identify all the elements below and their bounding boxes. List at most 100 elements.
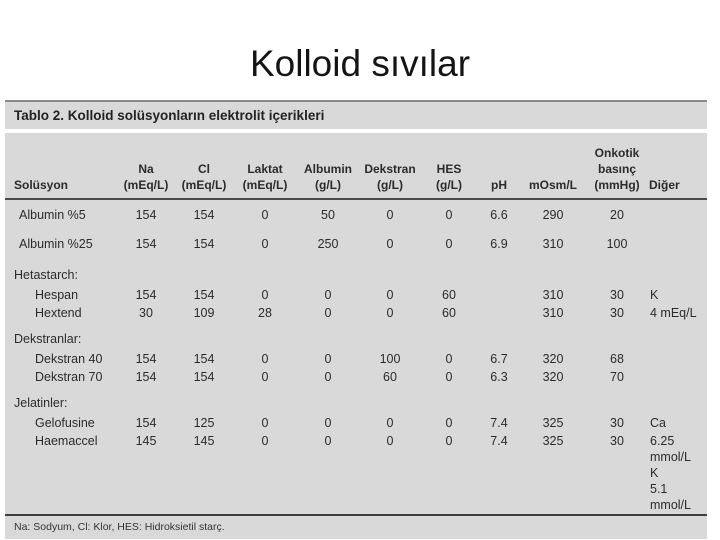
cell-value: 100 bbox=[379, 352, 401, 366]
cell-value: 154 bbox=[135, 288, 157, 302]
cell-value: 154 bbox=[135, 370, 157, 384]
cell-value bbox=[477, 304, 521, 322]
cell-value bbox=[649, 368, 707, 386]
cell-value: 250 bbox=[317, 237, 339, 251]
section-label: Dekstranlar: bbox=[14, 332, 82, 346]
column-header-line: Solüsyon bbox=[14, 178, 69, 192]
section-row: Dekstranlar: bbox=[5, 322, 707, 350]
cell-value: 0 bbox=[324, 306, 332, 320]
column-header-line: mOsm/L bbox=[528, 178, 577, 192]
cell-value: 70 bbox=[610, 370, 624, 384]
cell-value: 6.25 mmol/L K 5.1 mmol/L bbox=[650, 434, 691, 512]
cell-value: 0 bbox=[261, 416, 269, 430]
cell-value: 310 bbox=[542, 306, 564, 320]
solution-name: Albumin %25 bbox=[19, 237, 93, 251]
column-header-line: (g/L) bbox=[436, 178, 462, 192]
table-row: Dekstran 40 154 154 0 0 100 0 6.7 320 68 bbox=[5, 350, 707, 368]
cell-value: 154 bbox=[135, 237, 157, 251]
solution-name: Dekstran 70 bbox=[35, 370, 103, 384]
table-row: Hextend 30 109 28 0 0 60 310 30 4 mEq/L bbox=[5, 304, 707, 322]
cell-value: 0 bbox=[386, 237, 394, 251]
solution-name: Albumin %5 bbox=[19, 208, 86, 222]
table-footnote: Na: Sodyum, Cl: Klor, HES: Hidroksietil … bbox=[5, 514, 707, 539]
table-body: Albumin %5 154 154 0 50 0 0 6.6 290 20 Albumin %25… bbox=[5, 199, 707, 514]
solution-name: Hextend bbox=[35, 306, 82, 320]
cell-value: 154 bbox=[135, 416, 157, 430]
cell-value: 325 bbox=[542, 434, 564, 448]
column-header-line: basınç bbox=[597, 162, 636, 176]
cell-value: 290 bbox=[542, 208, 564, 222]
column-header-line: Diğer bbox=[649, 178, 680, 192]
table-row: Haemaccel 145 145 0 0 0 0 7.4 325 30 6.25 mmol/L K… bbox=[5, 432, 707, 514]
cell-value: 0 bbox=[261, 370, 269, 384]
cell-value: 0 bbox=[445, 434, 453, 448]
column-header-line: (mEq/L) bbox=[242, 178, 288, 192]
cell-value: 320 bbox=[542, 352, 564, 366]
cell-value: 30 bbox=[610, 306, 624, 320]
cell-value: 0 bbox=[261, 288, 269, 302]
column-header-line: (g/L) bbox=[377, 178, 403, 192]
cell-value: 60 bbox=[442, 288, 456, 302]
cell-value: 0 bbox=[445, 352, 453, 366]
cell-value: 154 bbox=[193, 288, 215, 302]
column-header: Na (mEq/L) bbox=[117, 133, 175, 200]
cell-value: 30 bbox=[139, 306, 153, 320]
cell-value: 0 bbox=[445, 370, 453, 384]
cell-value: 60 bbox=[383, 370, 397, 384]
cell-value: 0 bbox=[261, 208, 269, 222]
cell-value: 310 bbox=[542, 288, 564, 302]
section-label: Hetastarch: bbox=[14, 268, 78, 282]
cell-value: 154 bbox=[193, 352, 215, 366]
cell-value: 20 bbox=[610, 208, 624, 222]
solution-name: Hespan bbox=[35, 288, 79, 302]
cell-value: 50 bbox=[321, 208, 335, 222]
column-header-line: Dekstran bbox=[364, 162, 416, 176]
cell-value: 0 bbox=[324, 288, 332, 302]
column-header-line: Laktat bbox=[247, 162, 283, 176]
column-header-line: HES bbox=[436, 162, 462, 176]
cell-value: 7.4 bbox=[490, 416, 508, 430]
cell-value: 320 bbox=[542, 370, 564, 384]
cell-value bbox=[649, 199, 707, 229]
column-header: pH bbox=[477, 133, 521, 200]
solution-name: Gelofusine bbox=[35, 416, 95, 430]
cell-value: 0 bbox=[324, 352, 332, 366]
slide-title: Kolloid sıvılar bbox=[249, 43, 471, 84]
cell-value: 154 bbox=[193, 208, 215, 222]
column-header-line: (g/L) bbox=[315, 178, 341, 192]
cell-value: 0 bbox=[261, 352, 269, 366]
header-row: Solüsyon Na (mEq/L) Cl (mEq/L) Laktat (mEq/L) A… bbox=[5, 133, 707, 200]
cell-value: 0 bbox=[386, 434, 394, 448]
cell-value: 154 bbox=[135, 352, 157, 366]
column-header: Laktat (mEq/L) bbox=[233, 133, 297, 200]
cell-value: 0 bbox=[324, 416, 332, 430]
table-card: Tablo 2. Kolloid solüsyonların elektroli… bbox=[5, 100, 707, 539]
column-header: Dekstran (g/L) bbox=[359, 133, 421, 200]
section-row: Hetastarch: bbox=[5, 258, 707, 286]
column-header-line: (mmHg) bbox=[594, 178, 640, 192]
cell-value: 0 bbox=[386, 416, 394, 430]
cell-value: 0 bbox=[261, 434, 269, 448]
cell-value: 0 bbox=[324, 434, 332, 448]
cell-value: 0 bbox=[386, 288, 394, 302]
section-row: Jelatinler: bbox=[5, 386, 707, 414]
column-header: Cl (mEq/L) bbox=[175, 133, 233, 200]
electrolyte-table: Solüsyon Na (mEq/L) Cl (mEq/L) Laktat (mEq/L) A… bbox=[5, 133, 707, 514]
cell-value: 0 bbox=[445, 237, 453, 251]
table-caption: Tablo 2. Kolloid solüsyonların elektroli… bbox=[5, 102, 707, 133]
column-header-line: Albumin bbox=[304, 162, 352, 176]
cell-value: 6.3 bbox=[490, 370, 508, 384]
column-header: Albumin (g/L) bbox=[297, 133, 359, 200]
cell-value: 0 bbox=[445, 416, 453, 430]
column-header-line: pH bbox=[491, 178, 507, 192]
cell-value bbox=[649, 229, 707, 258]
cell-value: 0 bbox=[324, 370, 332, 384]
cell-value: 60 bbox=[442, 306, 456, 320]
cell-value: 30 bbox=[610, 416, 624, 430]
table-row: Albumin %5 154 154 0 50 0 0 6.6 290 20 bbox=[5, 199, 707, 229]
column-header: Diğer bbox=[649, 133, 707, 200]
cell-value: 28 bbox=[258, 306, 272, 320]
column-header: Solüsyon bbox=[5, 133, 117, 200]
cell-value: 100 bbox=[606, 237, 628, 251]
